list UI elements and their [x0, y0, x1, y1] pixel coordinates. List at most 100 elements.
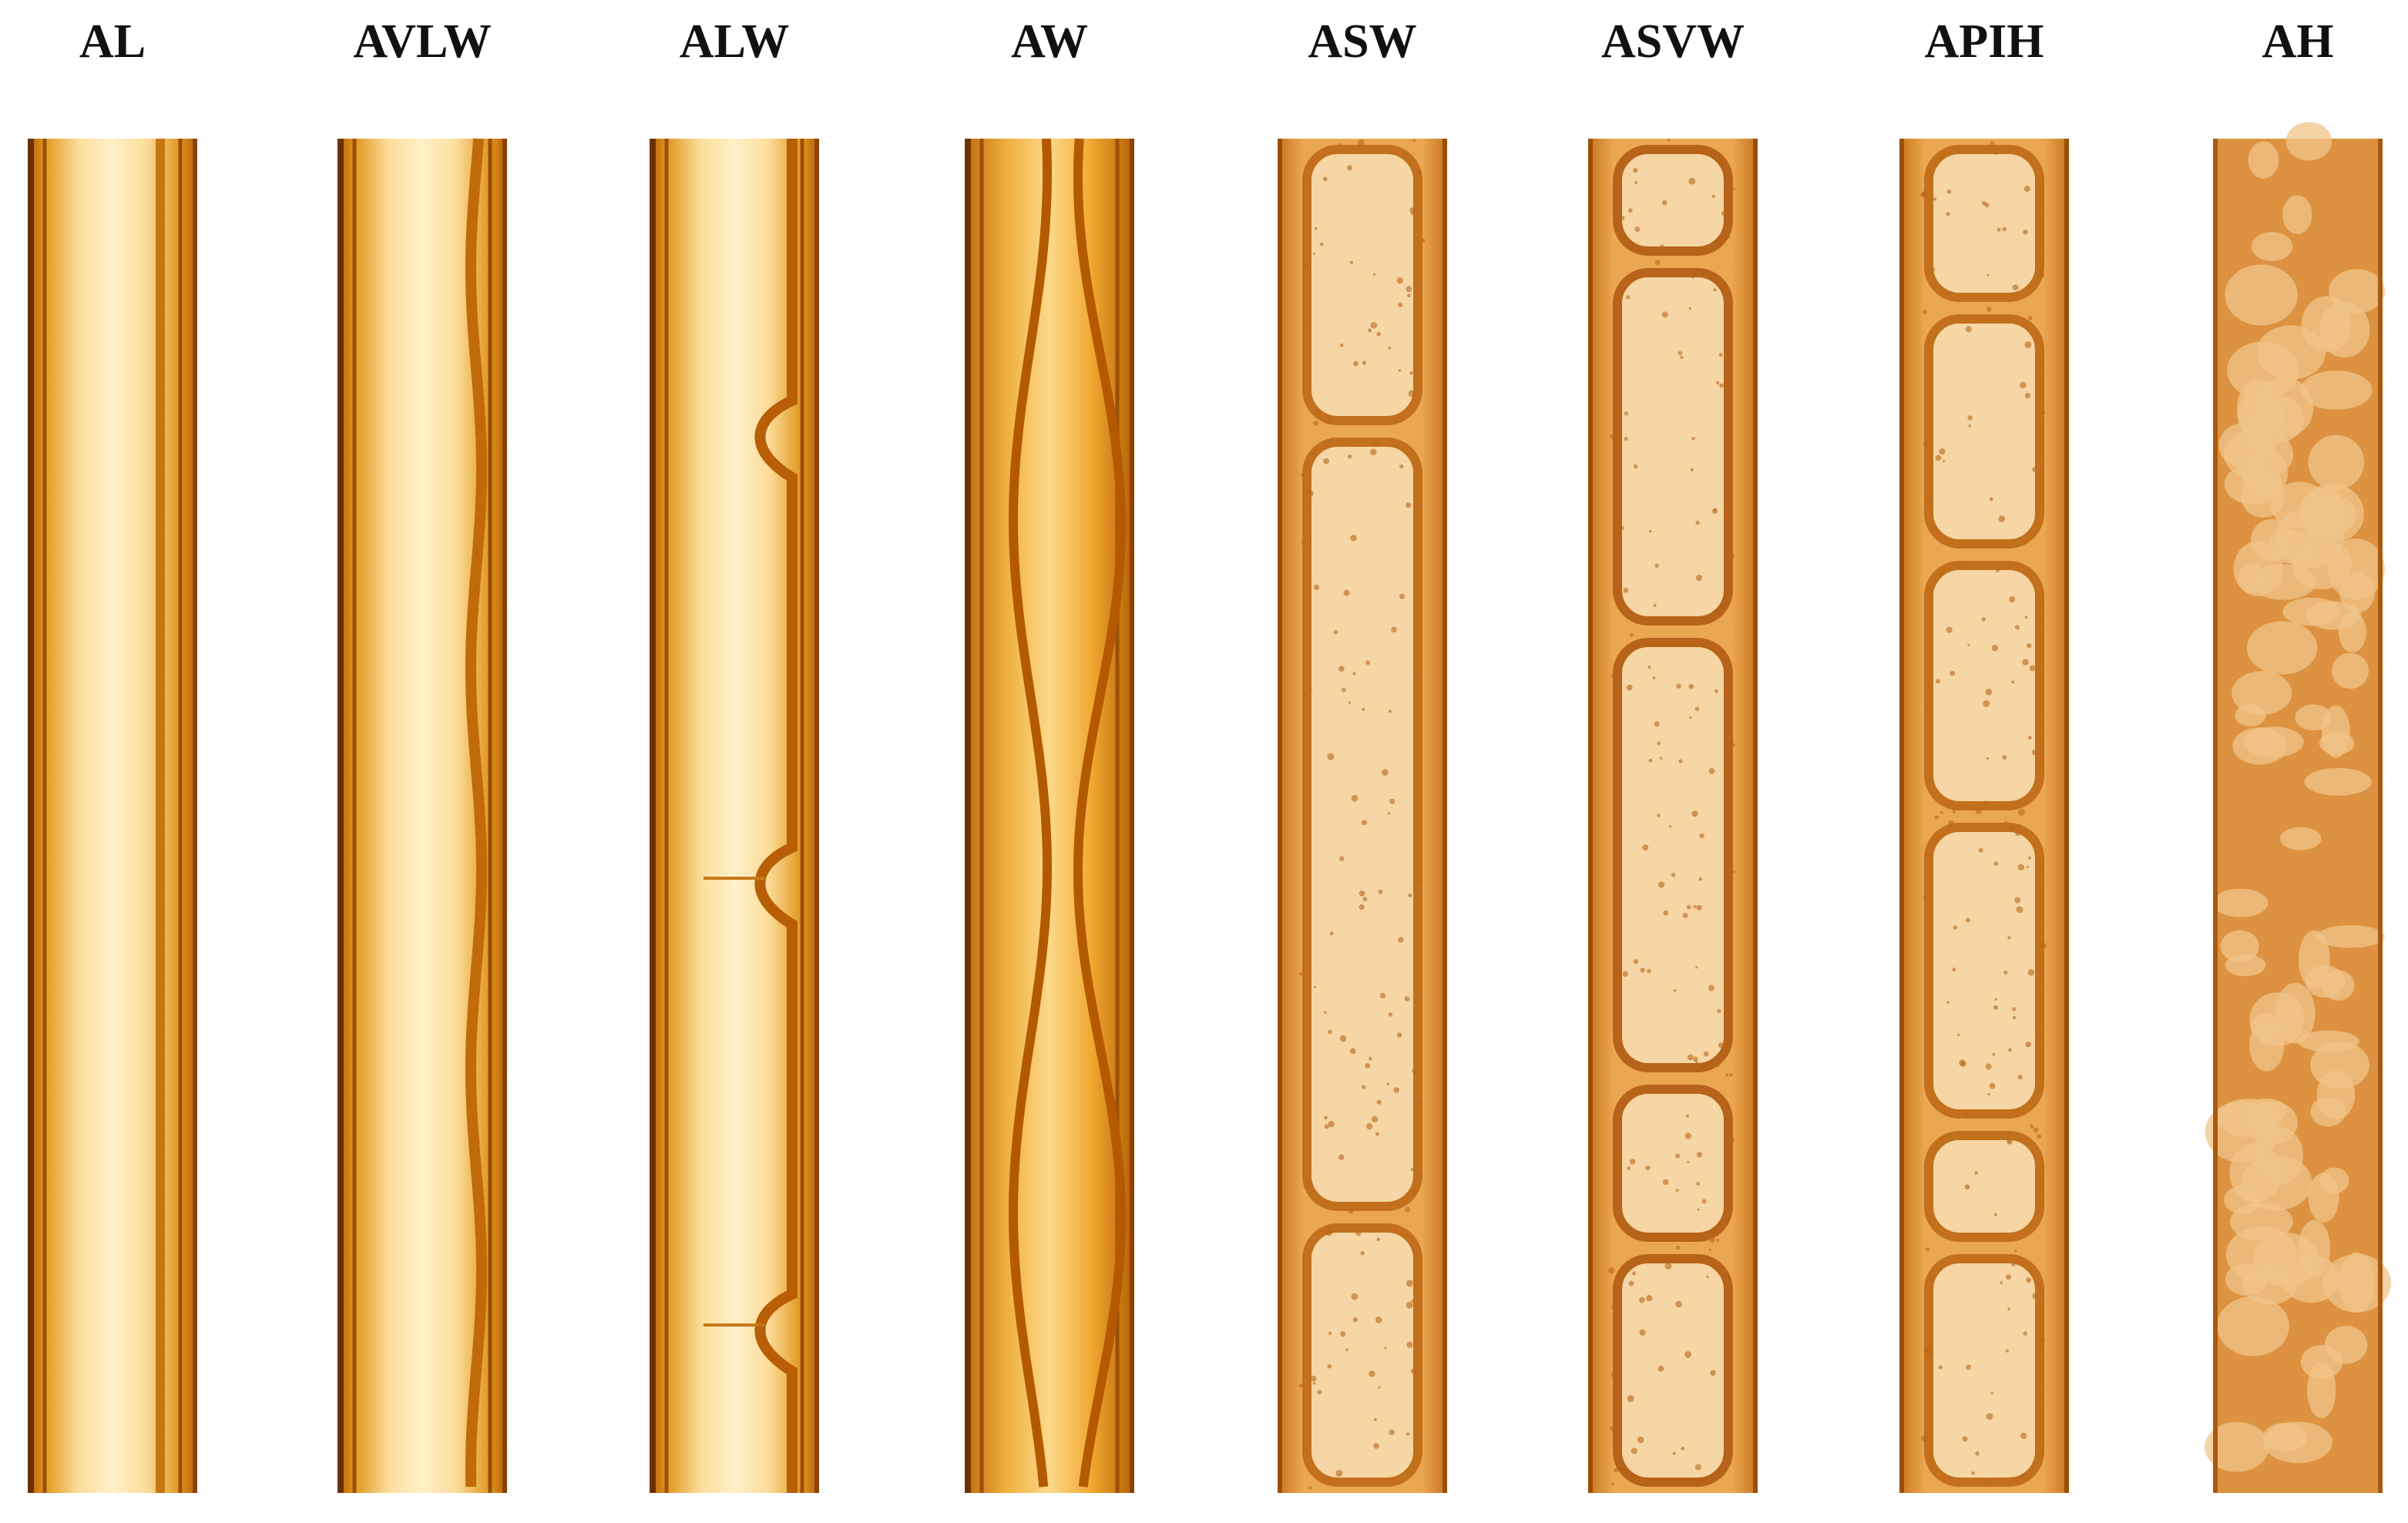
speck: [1675, 1245, 1681, 1250]
speck: [2014, 897, 2021, 904]
speck: [1981, 617, 1986, 622]
speck: [1393, 1087, 1400, 1093]
speck: [1701, 1199, 1707, 1204]
speck: [1399, 464, 1404, 469]
speck: [1335, 1469, 1343, 1477]
speck: [1358, 891, 1365, 897]
gas-slug: [1613, 638, 1733, 1072]
speck: [1697, 1152, 1703, 1158]
speck: [1373, 441, 1379, 446]
speck: [1324, 1124, 1329, 1129]
speck: [1647, 968, 1651, 974]
speck: [2009, 595, 2016, 603]
speck: [1708, 1248, 1711, 1251]
speck: [2026, 865, 2029, 868]
speck: [1963, 1112, 1969, 1117]
speck: [1930, 267, 1936, 272]
speck: [1994, 998, 1997, 1001]
speck: [1608, 1267, 1615, 1274]
speck: [1338, 143, 1341, 146]
speck: [1629, 632, 1634, 637]
speck: [1695, 575, 1703, 582]
speck: [1688, 177, 1696, 185]
speck: [1626, 684, 1633, 691]
blob: [2229, 1143, 2282, 1203]
blob: [2282, 195, 2312, 234]
speck: [1715, 381, 1720, 385]
speck: [1620, 525, 1624, 531]
speck: [1610, 1425, 1616, 1431]
speck: [1965, 326, 1972, 333]
speck: [1314, 226, 1318, 230]
speck: [1680, 355, 1684, 360]
speck: [1614, 510, 1620, 516]
tube-slug: [1278, 139, 1447, 1493]
speck: [1313, 421, 1318, 426]
speck: [1388, 346, 1392, 350]
gas-slug: [1924, 314, 2044, 548]
speck: [1948, 820, 1954, 826]
speck: [1387, 812, 1390, 815]
speck: [2006, 1274, 2012, 1280]
speck: [1610, 1482, 1614, 1486]
speck: [1324, 1115, 1328, 1120]
speck: [1389, 1429, 1395, 1436]
speck: [1721, 1049, 1728, 1056]
speck: [1712, 508, 1718, 515]
speck: [2003, 820, 2008, 825]
speck: [1388, 710, 1392, 713]
speck: [1691, 437, 1695, 441]
speck: [1310, 1375, 1317, 1382]
speck: [1358, 139, 1365, 146]
speck: [1409, 371, 1413, 375]
speck: [1408, 893, 1412, 897]
speck: [2009, 825, 2015, 831]
speck: [1719, 383, 1725, 388]
speck: [1657, 741, 1661, 746]
speck: [2027, 642, 2032, 649]
speck: [1994, 152, 1997, 156]
speck: [1676, 683, 1681, 689]
speck: [1669, 825, 1672, 828]
speck: [1967, 643, 1970, 646]
speck: [2015, 830, 2020, 837]
speck: [1355, 1230, 1362, 1236]
speck: [1638, 1297, 1645, 1303]
speck: [2023, 186, 2030, 193]
speck: [1983, 1479, 1988, 1483]
blob: [2217, 1296, 2289, 1357]
speck: [2029, 665, 2036, 672]
speck: [1350, 535, 1357, 542]
speck: [1662, 1179, 1669, 1186]
speck: [1398, 369, 1402, 372]
speck: [1681, 1447, 1685, 1451]
gas-slug: [1924, 1254, 2044, 1487]
speck: [1371, 1115, 1379, 1123]
speck: [1654, 1084, 1657, 1087]
speck: [1983, 699, 1990, 707]
speck: [1686, 904, 1691, 910]
speck: [1376, 1099, 1382, 1105]
panel-label: ASW: [1308, 15, 1416, 68]
speck: [1694, 1464, 1702, 1471]
tube-wall: [965, 139, 971, 1493]
speck: [1667, 139, 1671, 142]
speck: [1934, 815, 1939, 820]
speck: [2007, 1307, 2010, 1310]
speck: [1923, 895, 1926, 898]
speck: [1959, 1059, 1966, 1066]
speck: [1698, 877, 1702, 881]
speck: [1351, 794, 1358, 802]
speck: [1725, 1073, 1729, 1077]
speck: [2023, 1331, 2028, 1336]
speck: [1627, 208, 1633, 213]
speck: [1696, 904, 1702, 911]
speck: [1956, 1033, 1960, 1037]
speck: [1631, 1448, 1637, 1454]
gas-slug: [1613, 145, 1733, 256]
tube-slugv: [1588, 139, 1758, 1493]
tube-churn: [2205, 122, 2391, 1493]
speck: [2011, 1262, 2016, 1266]
blob: [2212, 888, 2269, 917]
speck: [1348, 701, 1352, 704]
